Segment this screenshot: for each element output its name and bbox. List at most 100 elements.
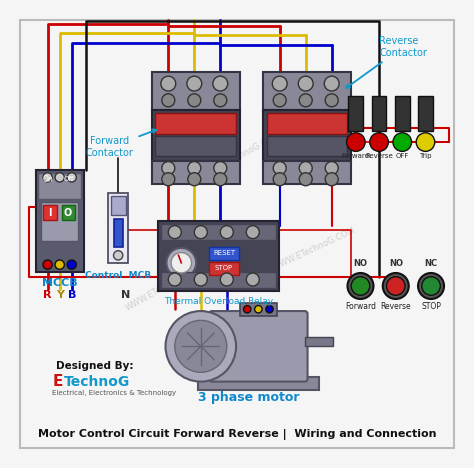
FancyBboxPatch shape: [267, 136, 347, 156]
Circle shape: [168, 273, 181, 286]
Circle shape: [220, 226, 233, 239]
Circle shape: [266, 306, 273, 313]
FancyBboxPatch shape: [155, 113, 236, 134]
Circle shape: [325, 161, 338, 175]
Circle shape: [272, 76, 287, 91]
FancyBboxPatch shape: [348, 95, 363, 131]
Circle shape: [347, 273, 374, 299]
Circle shape: [370, 133, 388, 151]
FancyBboxPatch shape: [152, 110, 240, 161]
FancyBboxPatch shape: [113, 219, 123, 247]
Text: TechnoG: TechnoG: [64, 374, 129, 388]
Circle shape: [325, 94, 338, 107]
FancyBboxPatch shape: [161, 272, 276, 288]
Text: STOP: STOP: [215, 265, 233, 271]
Circle shape: [67, 173, 76, 182]
Circle shape: [416, 133, 435, 151]
Circle shape: [299, 173, 312, 186]
Circle shape: [393, 133, 411, 151]
Text: Forward: Forward: [342, 153, 370, 159]
Text: Reverse: Reverse: [365, 153, 393, 159]
Text: Designed By:: Designed By:: [56, 361, 134, 371]
Text: R: R: [43, 290, 52, 300]
Circle shape: [166, 248, 196, 278]
Circle shape: [168, 226, 181, 239]
Circle shape: [113, 251, 123, 260]
FancyBboxPatch shape: [41, 203, 78, 241]
FancyBboxPatch shape: [152, 73, 240, 110]
Text: RESET: RESET: [213, 250, 235, 256]
Circle shape: [299, 94, 312, 107]
Circle shape: [422, 277, 440, 295]
Circle shape: [383, 273, 409, 299]
FancyBboxPatch shape: [155, 136, 236, 156]
Text: NO: NO: [389, 259, 403, 268]
FancyBboxPatch shape: [263, 110, 351, 161]
Circle shape: [255, 306, 262, 313]
Circle shape: [324, 76, 339, 91]
Circle shape: [194, 273, 207, 286]
Circle shape: [165, 311, 236, 381]
Circle shape: [273, 94, 286, 107]
Circle shape: [213, 76, 228, 91]
FancyBboxPatch shape: [198, 377, 319, 390]
FancyBboxPatch shape: [209, 247, 239, 260]
Text: B: B: [68, 290, 76, 300]
Circle shape: [55, 173, 64, 182]
Circle shape: [162, 161, 175, 175]
FancyBboxPatch shape: [209, 262, 239, 275]
Text: NC: NC: [425, 259, 438, 268]
Text: MCCB: MCCB: [42, 278, 77, 288]
Circle shape: [214, 161, 227, 175]
FancyBboxPatch shape: [62, 205, 75, 220]
Text: 3 phase motor: 3 phase motor: [198, 391, 300, 404]
FancyBboxPatch shape: [263, 161, 351, 184]
Text: O: O: [64, 208, 72, 218]
Text: N: N: [121, 290, 130, 300]
Circle shape: [246, 273, 259, 286]
Text: Forward: Forward: [345, 302, 376, 311]
Circle shape: [246, 226, 259, 239]
Text: Forward
Contactor: Forward Contactor: [86, 129, 156, 158]
Circle shape: [298, 76, 313, 91]
Circle shape: [162, 94, 175, 107]
Circle shape: [175, 320, 227, 373]
Circle shape: [55, 260, 64, 269]
Circle shape: [161, 76, 176, 91]
Text: Electrical, Electronics & Technology: Electrical, Electronics & Technology: [52, 390, 176, 396]
Circle shape: [299, 161, 312, 175]
Circle shape: [244, 306, 251, 313]
Text: NO: NO: [354, 259, 367, 268]
FancyBboxPatch shape: [267, 113, 347, 134]
Circle shape: [43, 173, 52, 182]
Circle shape: [273, 173, 286, 186]
Text: I: I: [48, 208, 51, 218]
FancyBboxPatch shape: [108, 193, 128, 263]
Text: Y: Y: [55, 290, 64, 300]
FancyBboxPatch shape: [20, 20, 454, 448]
Circle shape: [188, 94, 201, 107]
Circle shape: [418, 273, 444, 299]
Text: E: E: [52, 374, 63, 389]
FancyBboxPatch shape: [161, 224, 276, 241]
Text: STOP: STOP: [421, 302, 441, 311]
Circle shape: [273, 161, 286, 175]
FancyBboxPatch shape: [38, 173, 81, 199]
Text: Motor Control Circuit Forward Reverse |  Wiring and Connection: Motor Control Circuit Forward Reverse | …: [38, 429, 436, 440]
Text: Reverse: Reverse: [381, 302, 411, 311]
Circle shape: [67, 260, 76, 269]
FancyBboxPatch shape: [36, 170, 84, 272]
Text: Reverse
Contactor: Reverse Contactor: [346, 36, 427, 88]
FancyBboxPatch shape: [209, 311, 308, 381]
Circle shape: [351, 277, 370, 295]
Text: Thermal Overload Relay: Thermal Overload Relay: [164, 297, 273, 306]
Text: WWW.ETechnoG.COM: WWW.ETechnoG.COM: [198, 131, 282, 181]
Circle shape: [171, 253, 191, 273]
Circle shape: [220, 273, 233, 286]
Text: WWW.ETechnoG.COM: WWW.ETechnoG.COM: [272, 226, 357, 272]
Text: Control  MCB: Control MCB: [85, 271, 151, 280]
Circle shape: [386, 277, 405, 295]
Circle shape: [346, 133, 365, 151]
Circle shape: [214, 173, 227, 186]
FancyBboxPatch shape: [240, 303, 277, 316]
